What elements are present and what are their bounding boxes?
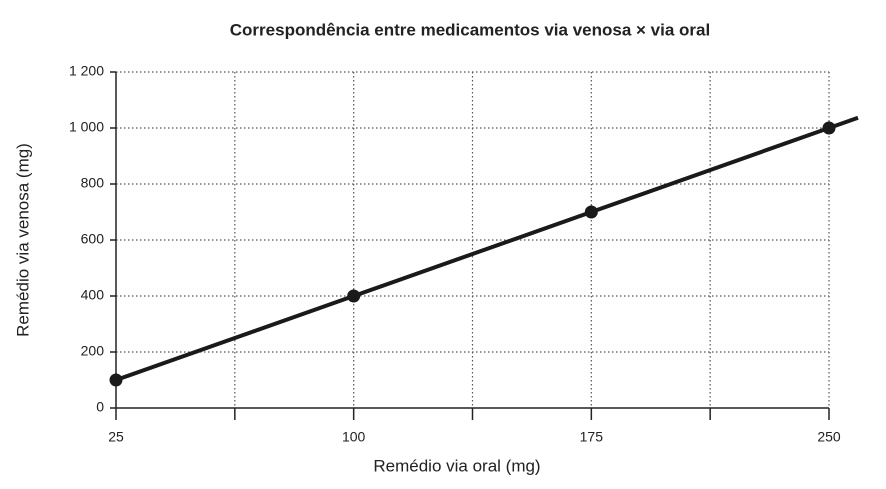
x-tick-label: 25 — [108, 429, 124, 445]
y-tick-label: 400 — [81, 287, 105, 303]
y-tick-label: 200 — [81, 343, 105, 359]
x-axis-label: Remédio via oral (mg) — [373, 456, 540, 475]
x-tick-label: 175 — [580, 429, 604, 445]
y-tick-label: 0 — [96, 399, 104, 415]
chart-title: Correspondência entre medicamentos via v… — [230, 20, 710, 39]
point — [822, 121, 836, 135]
y-tick-label: 600 — [81, 231, 105, 247]
y-tick-label: 800 — [81, 175, 105, 191]
point — [347, 289, 361, 303]
line — [115, 126, 830, 382]
y-tick-label: 1 000 — [69, 119, 104, 135]
point — [584, 205, 598, 219]
x-tick-label: 250 — [817, 429, 841, 445]
y-tick-label: 1 200 — [69, 63, 104, 79]
x-tick-label: 100 — [342, 429, 366, 445]
y-axis-label: Remédio via venosa (mg) — [13, 143, 32, 337]
point — [109, 373, 123, 387]
